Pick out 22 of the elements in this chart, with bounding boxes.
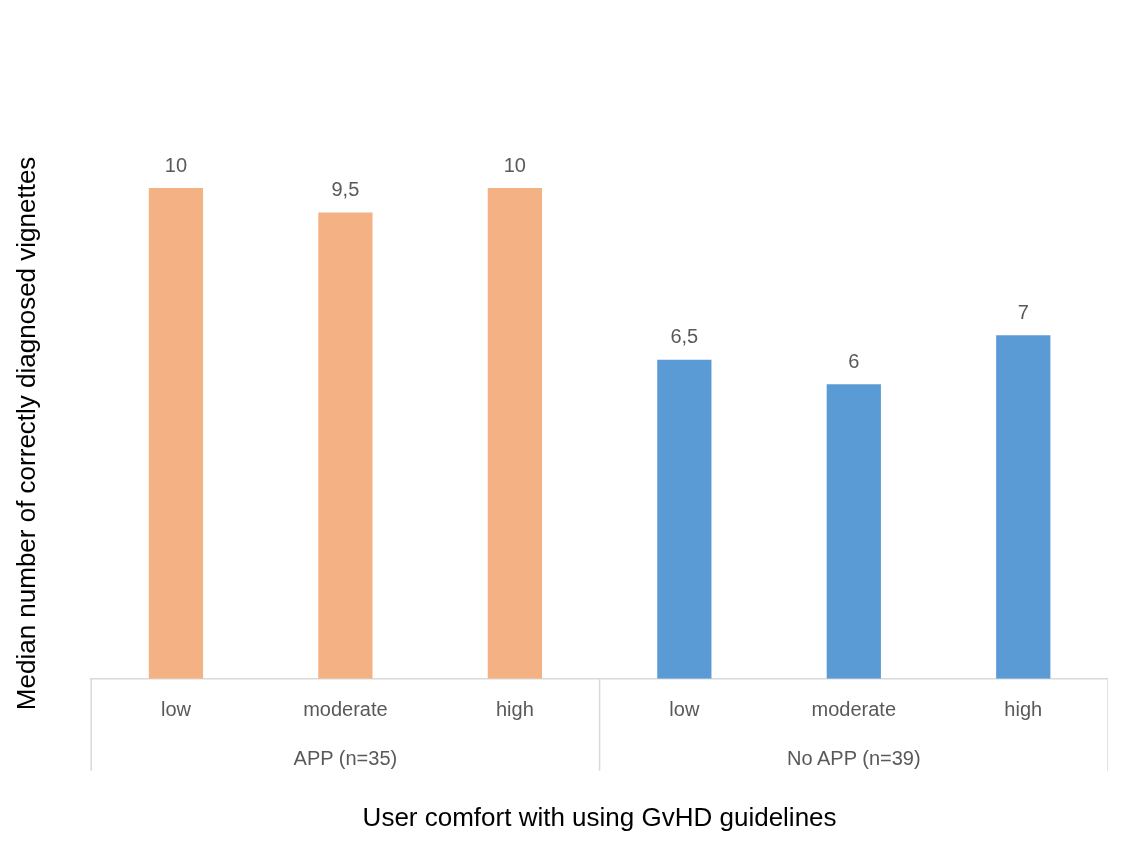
bar [657, 359, 712, 679]
bar [318, 212, 373, 679]
bar [826, 384, 881, 679]
data-label: 10 [164, 153, 188, 176]
data-label: 6 [848, 349, 860, 372]
bar [996, 335, 1051, 679]
x-tick-label: low [669, 698, 700, 721]
data-label: 6,5 [670, 325, 699, 348]
x-tick-label: moderate [303, 698, 388, 721]
x-tick-label: high [495, 698, 534, 721]
x-tick-label: low [160, 698, 192, 721]
bar [487, 188, 542, 679]
data-label: 10 [503, 153, 526, 176]
data-label: 7 [1017, 300, 1029, 323]
bar [148, 188, 204, 679]
text: No APP (n=39) [787, 747, 921, 770]
x-tick-label: moderate [811, 698, 897, 721]
y-axis-title: Median number of correctly diagnosed vignettes [10, 156, 41, 711]
text: APP (n=35) [293, 747, 398, 770]
data-label: 9,5 [331, 178, 360, 201]
x-axis-title: User comfort with using GvHD guidelines [362, 801, 837, 832]
x-tick-label: high [1004, 698, 1043, 721]
